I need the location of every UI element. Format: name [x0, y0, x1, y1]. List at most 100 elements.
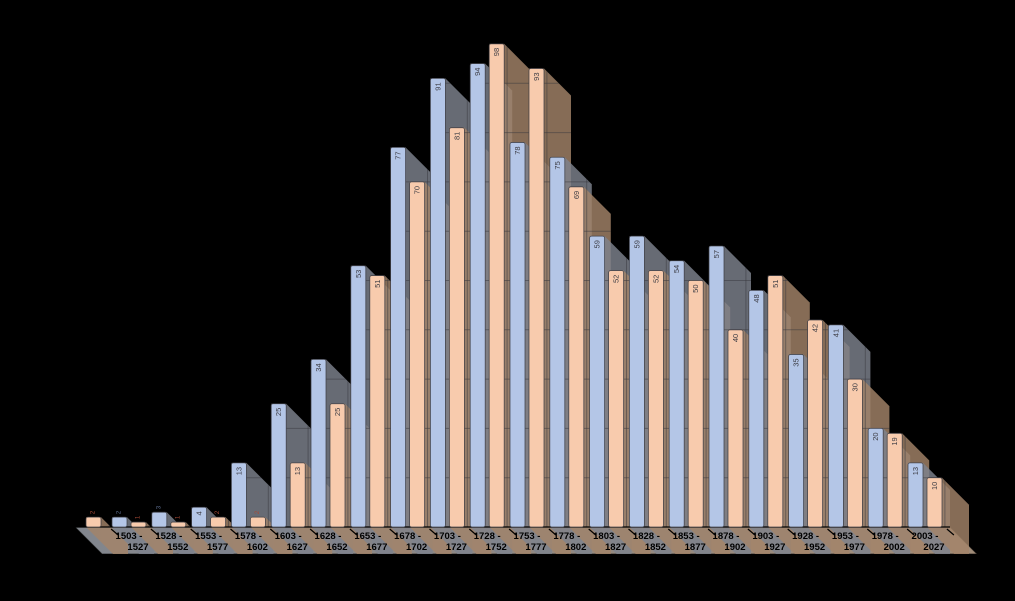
bar-blue-6-value-label: 53 [354, 270, 363, 278]
bar-orange-6-value-label: 51 [373, 280, 382, 288]
x-axis-ticks [110, 528, 955, 536]
bar-orange-9 [488, 43, 505, 528]
bar-blue-16-value-label: 48 [752, 294, 761, 302]
bar-blue-11-value-label: 75 [553, 161, 562, 169]
bar-blue-9 [469, 63, 486, 528]
bar-orange-15 [727, 329, 744, 528]
x-label-10: 1753 -1777 [514, 531, 547, 553]
x-axis-labels: 1503 -1527 1528 -1552 1553 -1577 1578 -1602… [116, 531, 945, 553]
x-label-3: 1578 -1602 [235, 531, 268, 553]
bar-blue-16 [748, 289, 765, 528]
bar-orange-19 [886, 432, 903, 528]
bar-blue-7 [390, 146, 407, 528]
x-label-16: 1903 -1927 [752, 531, 785, 553]
bar-blue-13 [629, 235, 645, 528]
bar-blue-18-value-label: 41 [831, 329, 840, 337]
bar-orange-8-value-label: 81 [452, 132, 461, 140]
bar-orange-1-value-label: 1 [175, 515, 181, 519]
bar-blue-2-value-label: 4 [195, 511, 204, 515]
bar-orange-1-shadow [170, 522, 213, 554]
x-label-13: 1828 -1852 [633, 531, 666, 553]
bar-blue-8 [429, 77, 446, 528]
bar-blue-2 [191, 506, 208, 528]
bar-orange-3 [249, 516, 266, 528]
bar-orange-14-value-label: 50 [691, 285, 700, 293]
bar-blue-8-value-label: 91 [433, 82, 442, 90]
bar-orange-6 [369, 275, 386, 528]
bar-blue-3-value-label: 13 [234, 467, 243, 475]
x-label-15: 1878 -1902 [713, 531, 746, 553]
bar-orange-20-value-label: 10 [930, 482, 939, 490]
x-label-12: 1803 -1827 [593, 531, 626, 553]
bar-blue-12 [589, 235, 605, 528]
bar-orange-16 [767, 275, 784, 528]
bar-blue-0 [111, 516, 128, 528]
bar-blue-6 [350, 265, 367, 528]
bar-blue-13-value-label: 59 [632, 240, 641, 248]
bar-blue-19 [867, 427, 884, 528]
bar-blue-12-value-label: 59 [593, 240, 602, 248]
bar-orange-17-value-label: 42 [811, 324, 820, 332]
x-label-11: 1778 -1802 [553, 531, 586, 553]
x-label-8: 1703 -1727 [434, 531, 467, 553]
x-label-6: 1653 -1677 [354, 531, 387, 553]
bar-orange-partial [85, 516, 102, 528]
bar-orange-7 [409, 181, 426, 528]
bar-blue-20-value-label: 13 [911, 467, 920, 475]
bar-orange-0 [130, 521, 147, 528]
bar-orange-0-value-label: 1 [136, 515, 142, 519]
bar-orange-partial-value-label: 2 [91, 510, 97, 514]
x-label-17: 1928 -1952 [792, 531, 825, 553]
bar-blue-1 [151, 511, 168, 528]
bar-orange-7-value-label: 70 [413, 186, 422, 194]
x-label-20: 2003 -2027 [912, 531, 945, 553]
bar-blue-5 [310, 358, 327, 528]
bar-orange-13 [648, 270, 664, 528]
x-label-18: 1953 -1977 [832, 531, 865, 553]
bar-blue-17 [788, 354, 804, 528]
x-label-1: 1528 -1552 [155, 531, 188, 553]
bar-blue-0-value-label: 2 [117, 510, 123, 514]
bar-orange-5-value-label: 25 [333, 408, 342, 416]
bar-blue-19-value-label: 20 [871, 432, 880, 440]
bar-blue-15 [708, 245, 725, 528]
x-label-9: 1728 -1752 [474, 531, 507, 553]
bar-blue-4 [270, 403, 287, 528]
bar-orange-11 [568, 186, 585, 528]
bar-blue-9-value-label: 94 [473, 68, 482, 76]
x-label-19: 1978 -2002 [872, 531, 905, 553]
x-label-4: 1603 -1627 [275, 531, 308, 553]
bar-orange-2-value-label: 2 [215, 510, 221, 514]
bar-blue-10 [509, 142, 526, 528]
x-label-7: 1678 -1702 [394, 531, 427, 553]
bar-orange-4-value-label: 13 [293, 467, 302, 475]
bar-blue-5-value-label: 34 [314, 363, 323, 371]
bar-orange-13-value-label: 52 [651, 275, 660, 283]
bar-orange-14 [687, 280, 704, 528]
bar-orange-11-value-label: 69 [572, 191, 581, 199]
bar-orange-2 [210, 516, 227, 528]
bar-orange-10 [528, 68, 545, 528]
bar-blue-14-value-label: 54 [672, 265, 681, 273]
x-label-2: 1553 -1577 [195, 531, 228, 553]
bar-orange-15-value-label: 40 [731, 334, 740, 342]
bar-blue-20 [907, 462, 924, 528]
bar-blue-11 [549, 156, 566, 528]
bar-blue-1-value-label: 3 [156, 505, 162, 509]
bar-orange-1 [170, 521, 187, 528]
bar-orange-12 [608, 270, 624, 528]
bar-orange-17 [807, 319, 823, 528]
bar-orange-0-shadow [131, 522, 173, 554]
bar-orange-10-value-label: 93 [532, 73, 541, 81]
bar-orange-12-value-label: 52 [612, 275, 621, 283]
bar-orange-4 [289, 462, 306, 528]
bar-orange-3-value-label: 2 [255, 510, 261, 514]
bar-blue-18 [828, 324, 844, 528]
bar-orange-5 [329, 403, 346, 528]
bar-orange-18-value-label: 30 [850, 383, 859, 391]
bar-blue-4-value-label: 25 [274, 408, 283, 416]
bar-orange-9-value-label: 98 [492, 48, 501, 56]
